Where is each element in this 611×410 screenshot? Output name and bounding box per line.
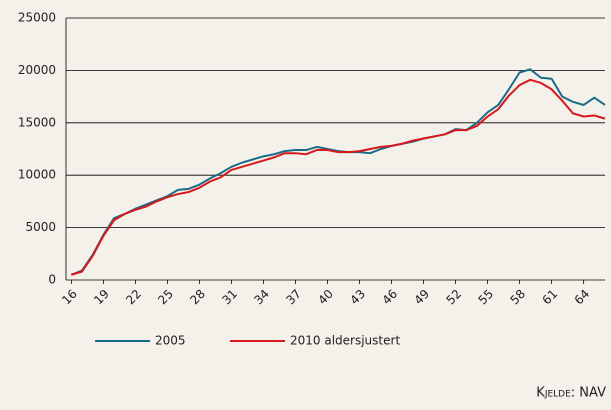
y-tick-label: 5000 [25, 220, 56, 234]
x-tick-label: 58 [508, 287, 529, 308]
y-tick-label: 15000 [18, 115, 56, 129]
series-line [70, 68, 606, 276]
legend-label: 2005 [155, 334, 186, 348]
x-tick-label: 22 [123, 287, 144, 308]
x-tick-label: 25 [155, 287, 176, 308]
x-tick-label: 49 [411, 287, 432, 308]
series-line [71, 78, 606, 276]
x-tick-label: 61 [540, 287, 561, 308]
x-tick-label: 64 [572, 287, 593, 308]
x-tick-label: 37 [283, 287, 304, 308]
x-tick-label: 31 [219, 287, 240, 308]
x-tick-label: 52 [443, 287, 464, 308]
y-tick-label: 0 [48, 273, 56, 287]
y-tick-label: 25000 [18, 11, 56, 25]
x-tick-label: 55 [475, 287, 496, 308]
legend-label: 2010 aldersjustert [290, 334, 400, 348]
x-tick-label: 34 [251, 287, 272, 308]
x-tick-label: 28 [187, 287, 208, 308]
y-tick-label: 10000 [18, 168, 56, 182]
x-tick-label: 46 [379, 287, 400, 308]
x-tick-label: 43 [347, 287, 368, 308]
x-tick-label: 19 [91, 287, 112, 308]
x-tick-label: 16 [59, 287, 80, 308]
y-tick-label: 20000 [18, 63, 56, 77]
x-tick-label: 40 [315, 287, 336, 308]
source: Kjelde: NAV [536, 386, 606, 401]
